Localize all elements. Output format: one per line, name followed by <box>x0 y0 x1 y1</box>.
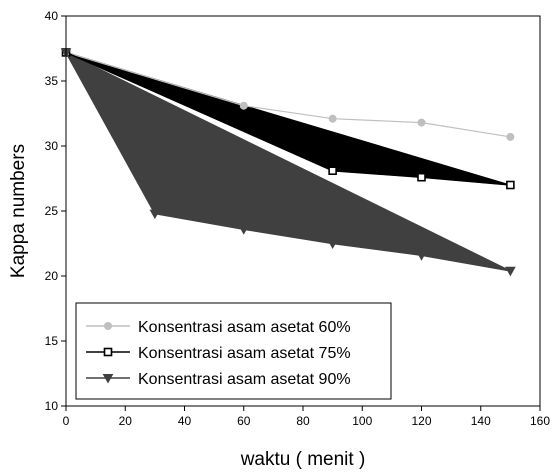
series-3-point <box>416 251 427 261</box>
series-group <box>60 48 516 277</box>
legend-marker <box>104 322 112 330</box>
y-tick-label: 30 <box>45 139 59 153</box>
series-fill-group <box>64 51 511 272</box>
series-1-point <box>417 118 426 127</box>
legend: Konsentrasi asam asetat 60% Konsentrasi a… <box>75 302 392 400</box>
series-2-point <box>506 180 515 190</box>
series-3-point <box>149 209 161 220</box>
legend-marker <box>103 347 113 357</box>
series-3-point <box>505 266 516 277</box>
legend-label: Konsentrasi asam asetat 90% <box>138 371 351 388</box>
series-1-point <box>506 132 515 141</box>
x-axis: 0 20 40 60 80 100 120 140 160 <box>63 406 550 428</box>
x-axis-title: waktu ( menit ) <box>240 449 366 470</box>
series-line-2 <box>65 51 511 186</box>
y-axis-title: Kappa numbers <box>8 144 29 278</box>
legend-label: Konsentrasi asam asetat 60% <box>138 319 351 336</box>
legend-marker <box>102 374 114 384</box>
y-tick-label: 40 <box>45 9 59 23</box>
y-tick-label: 15 <box>45 334 59 348</box>
series-2-point <box>417 172 426 182</box>
series-1-point <box>239 101 248 110</box>
x-tick-label: 0 <box>63 414 70 428</box>
y-tick-label: 25 <box>45 204 59 218</box>
x-tick-label: 80 <box>296 414 310 428</box>
legend-label: Konsentrasi asam asetat 75% <box>138 345 351 362</box>
y-tick-label: 35 <box>45 74 59 88</box>
series-2-point <box>328 166 337 175</box>
x-tick-label: 60 <box>237 414 251 428</box>
x-tick-label: 100 <box>352 414 372 428</box>
x-tick-label: 160 <box>530 414 550 428</box>
x-tick-label: 40 <box>178 414 192 428</box>
series-fill-3 <box>64 51 511 272</box>
x-tick-label: 140 <box>471 414 491 428</box>
y-axis: 10 15 20 25 30 35 40 <box>45 9 66 413</box>
series-3-point <box>327 239 338 250</box>
x-tick-label: 20 <box>119 414 133 428</box>
y-tick-label: 10 <box>45 399 59 413</box>
legend-box <box>75 302 392 400</box>
series-line-3 <box>65 52 511 272</box>
y-tick-label: 20 <box>45 269 59 283</box>
series-1-point <box>328 114 337 123</box>
x-tick-label: 120 <box>411 414 431 428</box>
series-3-point <box>238 225 250 235</box>
